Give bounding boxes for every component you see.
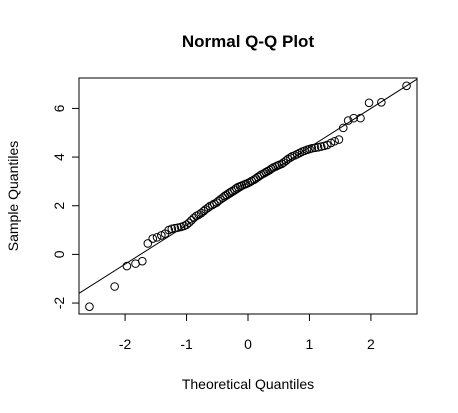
data-point: [277, 159, 287, 169]
data-point: [143, 239, 153, 248]
x-tick-label: 1: [306, 336, 314, 352]
data-point: [85, 302, 94, 312]
data-point: [201, 205, 210, 214]
data-point: [356, 113, 365, 123]
data-point: [364, 98, 374, 108]
data-point: [189, 213, 199, 223]
data-point: [173, 223, 183, 232]
data-point: [377, 98, 386, 107]
y-tick-label: 2: [51, 202, 67, 210]
data-point: [214, 196, 223, 206]
data-point: [283, 154, 293, 164]
data-point: [334, 135, 344, 144]
data-point: [349, 113, 359, 123]
y-tick-label: 4: [51, 153, 67, 161]
data-point: [137, 256, 147, 266]
data-points-layer: [85, 81, 411, 312]
data-point: [170, 223, 180, 233]
data-point: [245, 177, 255, 187]
data-point: [182, 220, 191, 230]
data-point: [152, 233, 162, 242]
data-point: [203, 203, 213, 212]
y-tick-label: -2: [51, 297, 67, 310]
data-point: [338, 123, 348, 133]
data-point: [310, 143, 320, 153]
data-point: [343, 116, 353, 125]
data-point: [167, 224, 177, 234]
data-point: [255, 171, 264, 181]
data-point: [307, 144, 317, 153]
data-point: [402, 81, 411, 91]
x-tick-label: 0: [244, 336, 252, 352]
data-point: [316, 142, 326, 151]
y-axis: -2 0 2 4 6: [51, 104, 80, 310]
data-point: [313, 143, 323, 152]
chart-title: Normal Q-Q Plot: [182, 32, 315, 51]
data-point: [227, 186, 237, 196]
data-point: [184, 218, 194, 228]
x-tick-label: 2: [367, 336, 375, 352]
x-tick-label: -2: [119, 336, 132, 352]
data-point: [281, 156, 291, 166]
data-point: [122, 261, 132, 271]
x-axis: -2 -1 0 1 2: [119, 313, 375, 352]
data-point: [286, 153, 295, 162]
data-point: [148, 234, 158, 243]
plot-frame: [78, 77, 418, 315]
x-axis-label: Theoretical Quantiles: [182, 376, 314, 392]
data-point: [110, 282, 119, 291]
data-point: [208, 200, 217, 210]
x-tick-label: -1: [180, 336, 193, 352]
data-point: [225, 188, 235, 197]
data-point: [187, 216, 196, 225]
y-tick-label: 0: [51, 250, 67, 258]
y-tick-label: 6: [51, 104, 67, 112]
y-axis-label: Sample Quantiles: [5, 141, 21, 252]
data-point: [330, 136, 339, 146]
